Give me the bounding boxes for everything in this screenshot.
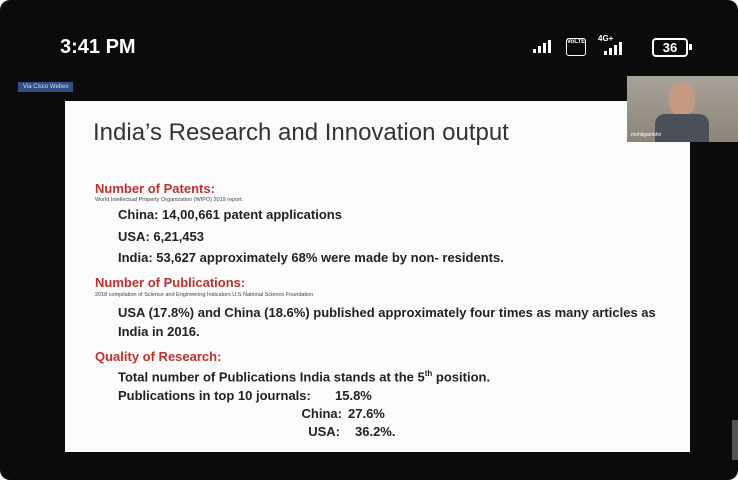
journal-value: 27.6% (348, 406, 385, 421)
slide: India’s Research and Innovation output N… (65, 101, 690, 452)
source: World Intellectual Property Organization… (95, 197, 243, 203)
text: position. (432, 369, 490, 384)
webex-label: Via Cisco Webex (18, 82, 73, 92)
journal-value: 36.2%. (355, 424, 395, 439)
volte-icon: VoLTE (566, 38, 586, 56)
battery-tip (689, 44, 692, 50)
face (669, 82, 695, 116)
source: 2018 compilation of Science and Engineer… (95, 292, 313, 298)
slide-title: India’s Research and Innovation output (93, 119, 509, 147)
phone-screen: 3:41 PM VoLTE 4G+ 36 Via Cisco Webex Ind… (0, 0, 738, 480)
scroll-edge (732, 420, 738, 460)
participant-name: mohitgambhir (631, 132, 661, 138)
journal-value: 15.8% (335, 388, 372, 403)
rank-line: Total number of Publications India stand… (118, 369, 490, 384)
journal-label: USA: (308, 424, 340, 439)
shoulders (655, 114, 709, 142)
line: USA: 6,21,453 (118, 229, 204, 244)
status-time: 3:41 PM (60, 36, 136, 59)
journal-label: Publications in top 10 journals: (118, 388, 311, 403)
video-thumbnail: mohitgambhir (627, 76, 738, 142)
text: Total number of Publications India stand… (118, 369, 425, 384)
line: USA (17.8%) and China (18.6%) published … (118, 303, 663, 341)
journal-label: China: (302, 406, 342, 421)
signal-icon (533, 38, 563, 54)
section-heading: Number of Publications: (95, 275, 245, 290)
section-heading: Number of Patents: (95, 181, 215, 196)
line: China: 14,00,661 patent applications (118, 207, 342, 222)
signal-icon-2 (600, 42, 626, 56)
line: India: 53,627 approximately 68% were mad… (118, 250, 504, 265)
battery: 36 (652, 38, 688, 57)
section-heading: Quality of Research: (95, 349, 221, 364)
